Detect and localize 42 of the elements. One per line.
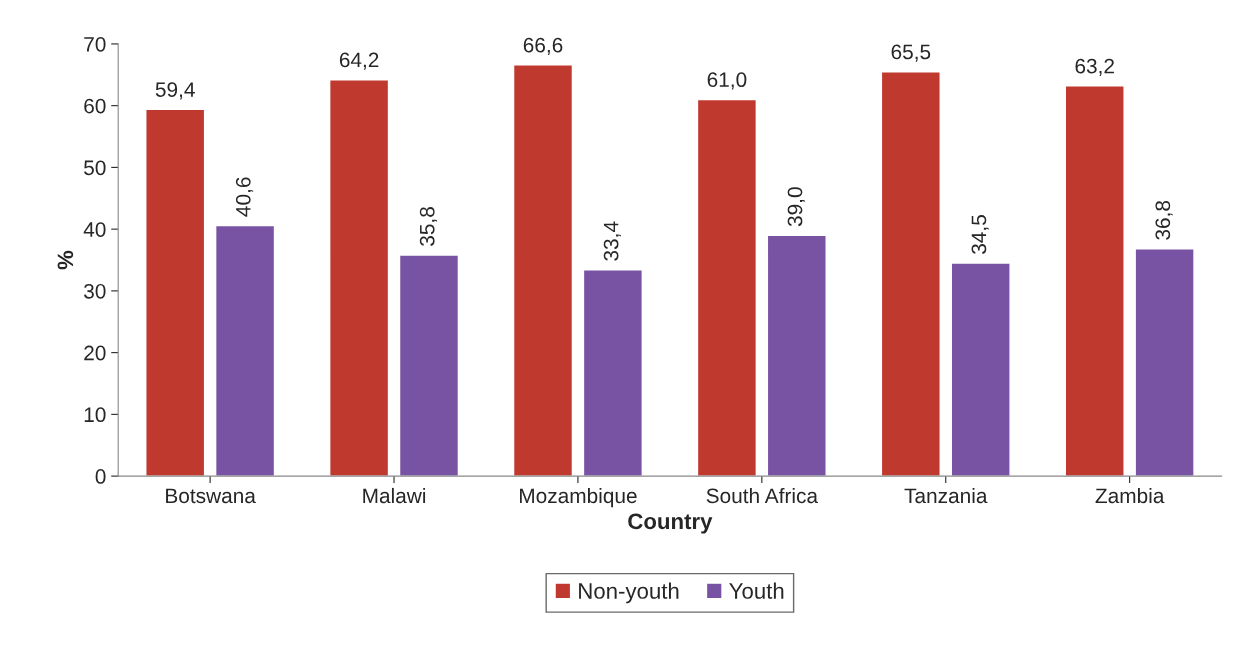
y-tick-label: 20 — [84, 345, 106, 361]
bar — [950, 262, 1011, 477]
data-label: 63,2 — [1075, 58, 1114, 76]
data-label: 61,0 — [707, 72, 747, 90]
x-tick-label: South Africa — [706, 487, 819, 504]
bar — [880, 71, 941, 477]
y-tick-label: 50 — [84, 160, 106, 176]
x-axis-title: Country — [628, 513, 713, 534]
y-tick-label: 30 — [84, 283, 106, 299]
bar — [1064, 85, 1125, 477]
x-tick-label: Zambia — [1095, 487, 1165, 504]
bar — [512, 64, 574, 477]
data-label: 64,2 — [339, 52, 379, 70]
x-tick-label: Botswana — [166, 488, 256, 504]
legend-label: Youth — [729, 582, 784, 599]
bar — [1134, 248, 1195, 477]
data-label: 40,6 — [235, 177, 254, 217]
data-label: 35,8 — [419, 207, 438, 246]
data-label: 34,5 — [971, 215, 989, 254]
data-label: 39,0 — [787, 187, 805, 227]
bar — [398, 254, 460, 477]
bar — [696, 98, 758, 477]
data-label: 33,4 — [603, 221, 621, 261]
x-tick-label: Mozambique — [520, 487, 637, 508]
data-label: 66,6 — [523, 37, 563, 55]
y-tick-label: 10 — [84, 407, 106, 423]
data-label: 36,8 — [1155, 200, 1173, 240]
data-label: 65,5 — [891, 44, 931, 62]
bar — [766, 234, 827, 477]
bar — [582, 269, 644, 477]
data-label: 59,4 — [155, 82, 195, 100]
x-tick-label: Malawi — [363, 487, 426, 504]
y-tick-label: 40 — [83, 222, 106, 237]
y-tick-label: 70 — [84, 36, 106, 52]
y-tick-label: 0 — [95, 469, 106, 484]
legend-label: Non-youth — [579, 582, 679, 604]
y-axis-title: % — [57, 250, 74, 270]
bar — [145, 108, 206, 477]
bar — [328, 79, 390, 477]
bar — [214, 224, 276, 477]
y-tick-label: 60 — [84, 98, 106, 114]
x-tick-label: Tanzania — [904, 487, 988, 504]
